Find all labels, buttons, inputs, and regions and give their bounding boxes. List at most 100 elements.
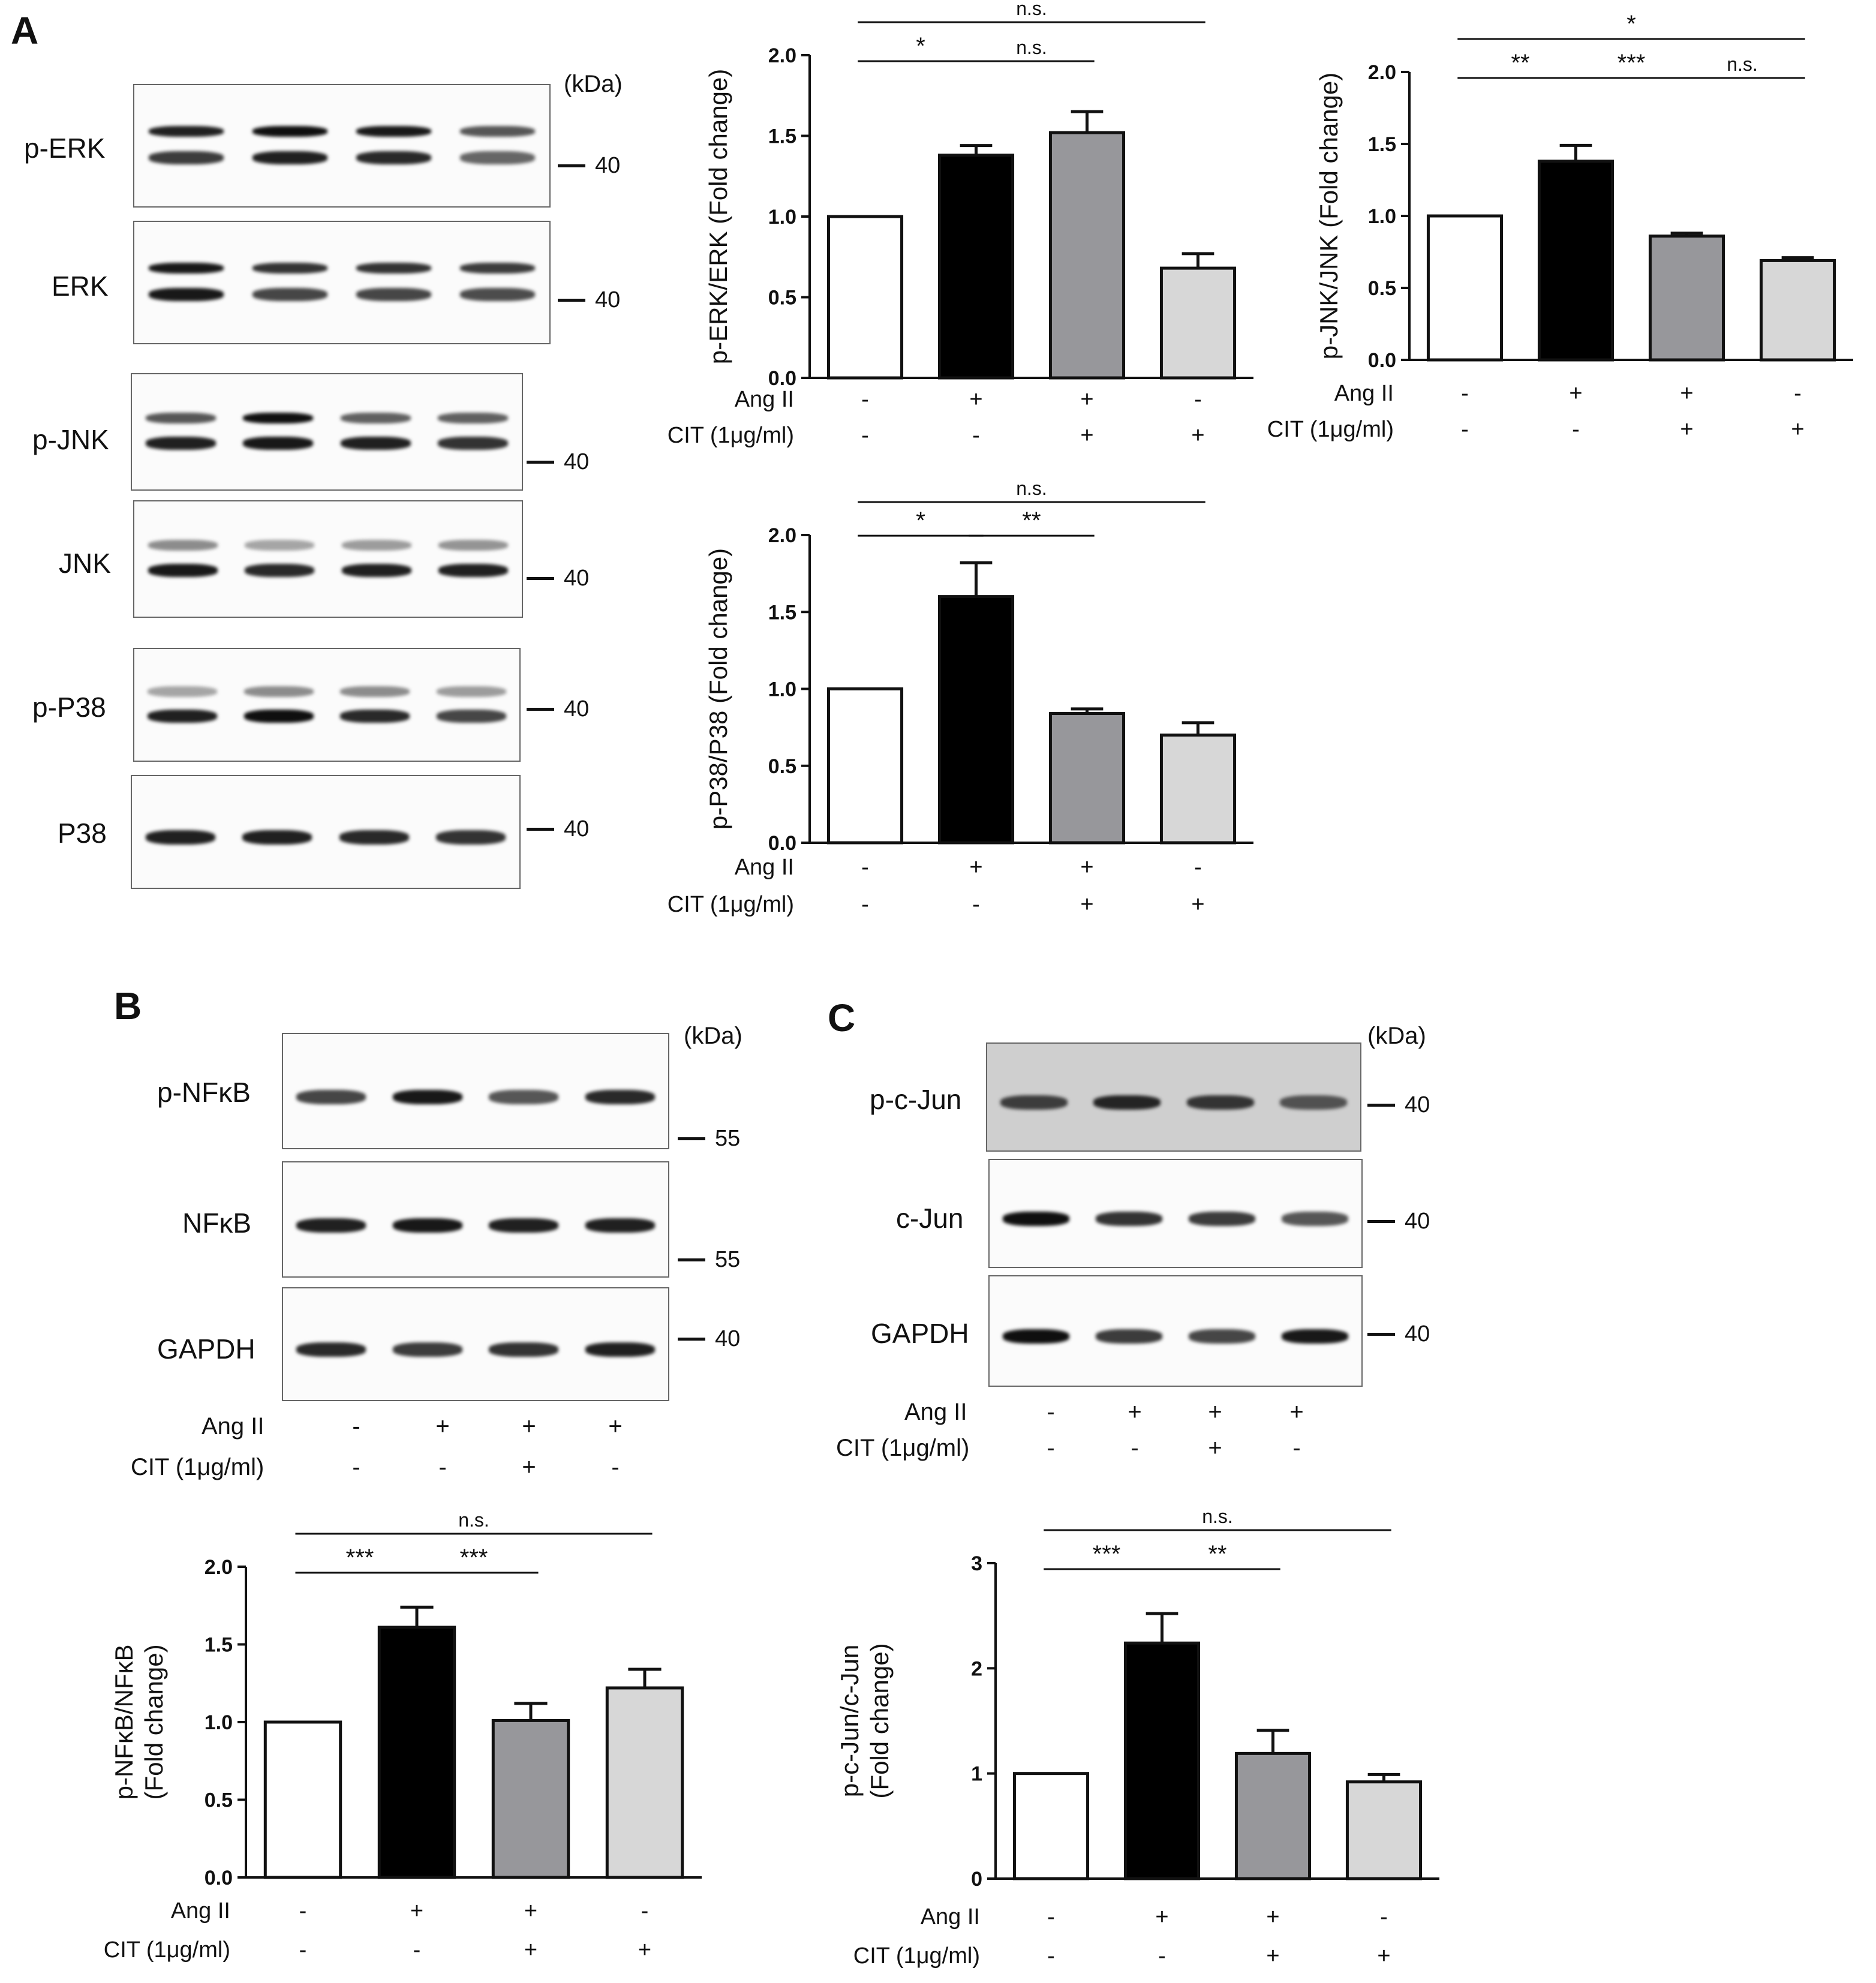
- blot-band: [252, 151, 327, 165]
- cit-label: CIT (1μg/ml): [853, 1943, 980, 1969]
- y-axis-label: p-P38/P38 (Fold change): [704, 548, 732, 830]
- cit-sign: +: [638, 1937, 651, 1963]
- y-axis-label: (Fold change): [140, 1644, 168, 1799]
- ang-label: Ang II: [921, 1904, 980, 1930]
- blot-band: [243, 437, 314, 450]
- significance-label: ***: [346, 1545, 374, 1571]
- blot-band: [340, 709, 410, 723]
- blot-band: [438, 437, 509, 450]
- blot-band: [145, 437, 216, 450]
- blot-label-p-p38: p-P38: [32, 692, 106, 723]
- blot-band: [341, 564, 411, 578]
- y-axis-label: (Fold change): [865, 1643, 894, 1798]
- blot-band: [148, 686, 218, 697]
- blot-band: [339, 830, 409, 845]
- y-tick-label: 2.0: [1368, 61, 1396, 84]
- significance-label: n.s.: [1016, 477, 1047, 499]
- bar: [1648, 235, 1725, 362]
- y-tick-label: 1.5: [1368, 133, 1396, 156]
- blot-band: [585, 1218, 655, 1233]
- blot-b-ang-label: Ang II: [202, 1413, 264, 1440]
- bar: [1012, 1772, 1090, 1880]
- significance-label: n.s.: [1016, 37, 1047, 58]
- cit-sign: -: [413, 1937, 421, 1963]
- ang-sign: -: [861, 387, 869, 412]
- blot-band: [436, 830, 506, 845]
- blot-band: [1095, 1329, 1163, 1344]
- ang-sign: -: [861, 855, 869, 880]
- cit-sign: -: [1158, 1943, 1166, 1969]
- chart-p-jnk-jnk: 0.0 0.5 1.0 1.5 2.0 p-JNK/JNK (Fold change) An…: [1267, 11, 1853, 442]
- blot-b-cit-sign: -: [611, 1454, 620, 1480]
- blot-band: [1002, 1329, 1070, 1344]
- cit-sign: -: [861, 423, 869, 448]
- ang-sign: -: [1380, 1904, 1388, 1930]
- y-tick-label: 0.5: [205, 1789, 233, 1812]
- blot-band: [340, 412, 411, 423]
- cit-sign: +: [1266, 1943, 1279, 1969]
- blot-band: [356, 262, 431, 274]
- ang-sign: -: [299, 1898, 307, 1924]
- y-tick-label: 0.5: [768, 755, 796, 778]
- blot-band: [242, 830, 312, 845]
- significance-label: **: [1022, 507, 1041, 534]
- cit-label: CIT (1μg/ml): [668, 423, 794, 448]
- ang-sign: -: [1047, 1904, 1055, 1930]
- y-tick-label: 1: [971, 1763, 982, 1786]
- blot-band: [392, 1342, 462, 1357]
- bar: [1048, 712, 1126, 845]
- bar: [826, 687, 904, 845]
- blot-p-c-jun: [986, 1042, 1361, 1152]
- blot-erk: [133, 221, 551, 344]
- ang-sign: +: [1569, 381, 1582, 406]
- significance-label: n.s.: [1202, 1506, 1233, 1527]
- bar: [377, 1626, 456, 1879]
- blot-nfkb: [282, 1161, 669, 1278]
- ang-sign: -: [641, 1898, 649, 1924]
- blot-band: [1280, 1095, 1348, 1110]
- blot-c-ang-sign: -: [1047, 1399, 1055, 1425]
- blot-band: [149, 125, 224, 137]
- bar: [605, 1686, 684, 1879]
- blot-c-ang-label: Ang II: [904, 1399, 967, 1425]
- bar: [263, 1720, 342, 1879]
- ang-sign: +: [524, 1898, 537, 1924]
- ang-label: Ang II: [1334, 381, 1394, 406]
- blot-band: [148, 564, 218, 578]
- blot-band: [356, 125, 431, 137]
- blot-label-p-c-jun: p-c-Jun: [870, 1084, 962, 1115]
- ang-label: Ang II: [735, 855, 794, 880]
- blot-band: [1095, 1211, 1163, 1226]
- blot-c-cit-sign: +: [1208, 1435, 1222, 1461]
- y-tick-label: 1.0: [768, 206, 796, 229]
- y-tick-label: 2.0: [768, 44, 796, 67]
- blot-label-gapdh-b: GAPDH: [157, 1333, 255, 1365]
- blot-label-p-nfkb: p-NFκB: [157, 1077, 251, 1108]
- kda-label-a: (kDa): [564, 71, 623, 97]
- kda-label-c: (kDa): [1367, 1023, 1426, 1049]
- blot-b-ang-sign: +: [608, 1413, 623, 1440]
- bar: [491, 1718, 570, 1879]
- blot-c-cit-sign: -: [1047, 1435, 1055, 1461]
- blot-label-jnk: JNK: [59, 548, 111, 579]
- blot-band: [341, 539, 411, 551]
- y-axis-label: p-ERK/ERK (Fold change): [704, 69, 732, 365]
- blot-label-gapdh-c: GAPDH: [871, 1318, 969, 1349]
- y-tick-label: 1.5: [768, 601, 796, 624]
- blot-p-erk: [133, 84, 551, 208]
- blot-band: [1188, 1211, 1256, 1226]
- blot-c-cit-sign: -: [1131, 1435, 1139, 1461]
- blot-b-cit-label: CIT (1μg/ml): [131, 1454, 264, 1480]
- cit-sign: +: [1080, 423, 1093, 448]
- bar: [1759, 259, 1836, 362]
- y-tick-label: 0: [971, 1868, 982, 1891]
- ang-sign: +: [969, 387, 982, 412]
- significance-label: n.s.: [458, 1509, 489, 1531]
- significance-label: n.s.: [1727, 53, 1758, 75]
- bar: [937, 595, 1015, 845]
- blot-band: [438, 564, 509, 578]
- y-tick-label: 2.0: [768, 524, 796, 547]
- blot-band: [460, 288, 535, 302]
- blot-band: [252, 262, 327, 274]
- blot-label-nfkb: NFκB: [182, 1207, 251, 1239]
